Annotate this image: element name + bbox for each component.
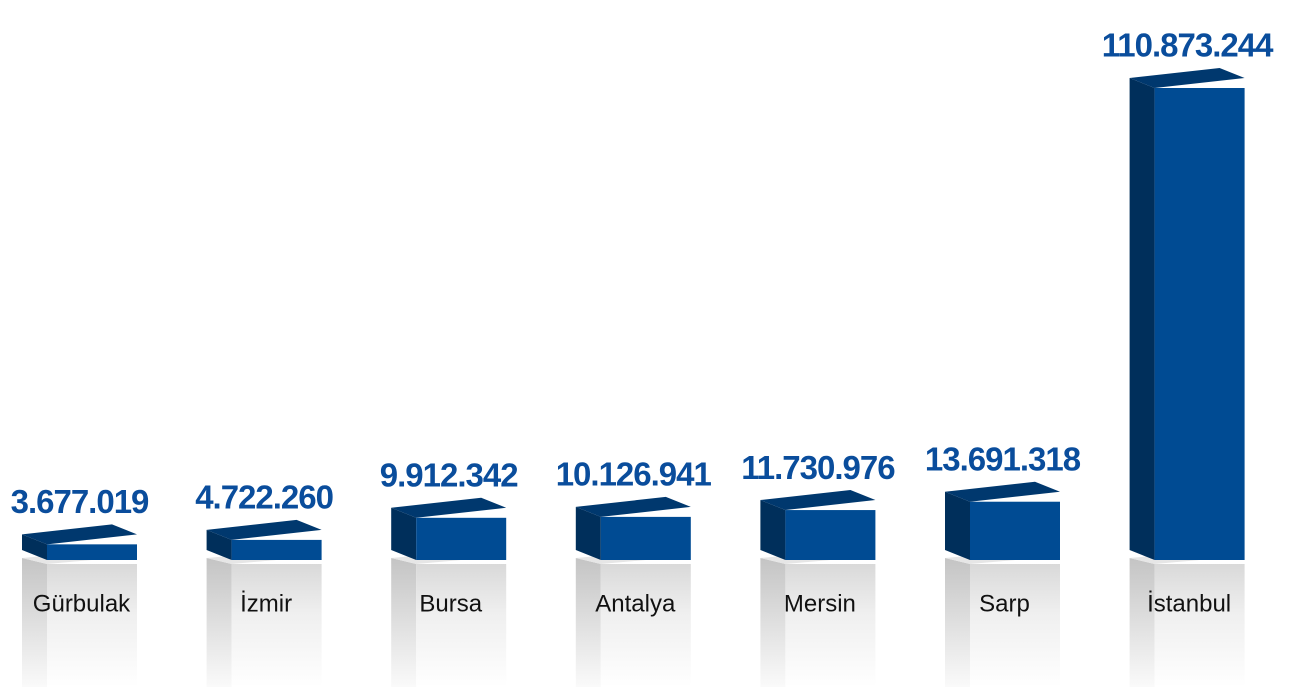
bar bbox=[785, 510, 876, 560]
value-label: 110.873.244 bbox=[1102, 27, 1274, 64]
bar-side bbox=[945, 491, 970, 560]
pedestal-side bbox=[391, 558, 417, 687]
value-label: 3.677.019 bbox=[11, 483, 149, 520]
category-label: Antalya bbox=[595, 590, 676, 617]
bar bbox=[416, 517, 507, 560]
category-label: Gürbulak bbox=[33, 590, 131, 617]
bar-top bbox=[1129, 68, 1245, 88]
bar bbox=[970, 501, 1060, 560]
category-label: Bursa bbox=[419, 590, 482, 617]
bar bbox=[47, 544, 137, 560]
category-label: İzmir bbox=[240, 590, 292, 617]
bar-top bbox=[575, 496, 691, 517]
pedestal-side bbox=[1129, 558, 1155, 687]
pedestal bbox=[416, 564, 507, 687]
pedestal bbox=[785, 564, 876, 687]
bar-side bbox=[760, 500, 786, 560]
pedestal bbox=[970, 564, 1060, 687]
pedestal bbox=[600, 564, 691, 687]
pedestal bbox=[231, 564, 322, 687]
pedestal-side bbox=[22, 558, 47, 687]
pedestal bbox=[1154, 564, 1245, 687]
bar-side bbox=[1129, 78, 1155, 560]
category-label: Sarp bbox=[979, 590, 1030, 617]
value-label: 4.722.260 bbox=[195, 479, 333, 516]
value-label: 13.691.318 bbox=[925, 440, 1081, 477]
bar-top bbox=[206, 519, 322, 540]
category-label: Mersin bbox=[784, 590, 856, 617]
bar-side bbox=[391, 507, 417, 560]
value-label: 11.730.976 bbox=[741, 449, 895, 486]
bar-top bbox=[945, 481, 1060, 502]
pedestal-side bbox=[206, 558, 232, 687]
bar-top bbox=[22, 524, 137, 545]
bar-side bbox=[575, 506, 601, 560]
bar-side bbox=[206, 529, 232, 560]
bar-top bbox=[760, 490, 876, 511]
value-label: 9.912.342 bbox=[380, 457, 518, 494]
bar bbox=[1154, 88, 1245, 560]
bar bbox=[231, 539, 322, 560]
bar-side bbox=[22, 534, 47, 560]
bar bbox=[600, 516, 691, 560]
value-label: 10.126.941 bbox=[556, 456, 712, 493]
pedestal-side bbox=[575, 558, 601, 687]
pedestal-side bbox=[760, 558, 786, 687]
category-label: İstanbul bbox=[1147, 590, 1231, 617]
pedestal bbox=[47, 564, 137, 687]
pedestal-side bbox=[945, 558, 970, 687]
bar-top bbox=[391, 497, 507, 518]
